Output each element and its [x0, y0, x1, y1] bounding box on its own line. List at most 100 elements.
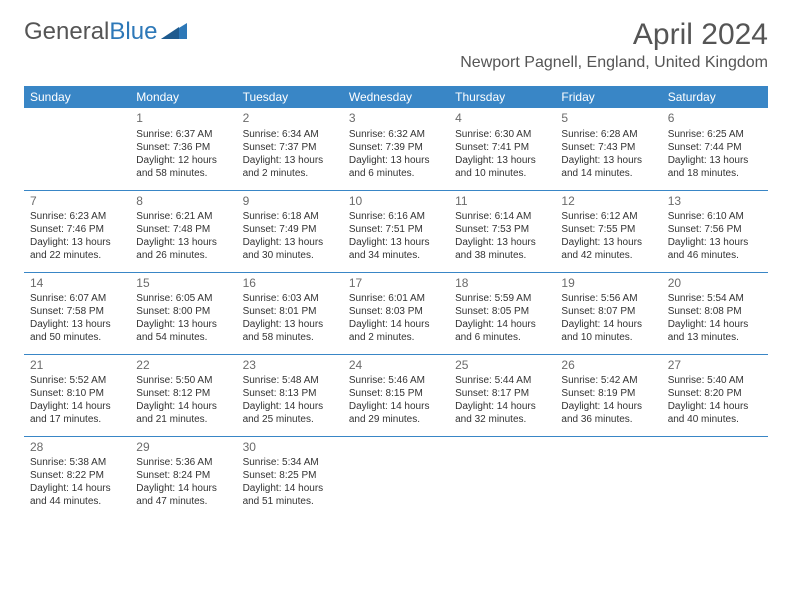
sunset-line: Sunset: 8:05 PM [455, 305, 549, 318]
daylight-line: Daylight: 13 hours and 50 minutes. [30, 318, 124, 344]
daylight-line: Daylight: 14 hours and 51 minutes. [243, 482, 337, 508]
daylight-line: Daylight: 14 hours and 25 minutes. [243, 400, 337, 426]
sunrise-line: Sunrise: 6:03 AM [243, 292, 337, 305]
calendar-cell: 8Sunrise: 6:21 AMSunset: 7:48 PMDaylight… [130, 190, 236, 272]
calendar-cell: 12Sunrise: 6:12 AMSunset: 7:55 PMDayligh… [555, 190, 661, 272]
daylight-line: Daylight: 14 hours and 10 minutes. [561, 318, 655, 344]
day-number: 19 [561, 276, 655, 292]
sunset-line: Sunset: 7:55 PM [561, 223, 655, 236]
day-number: 3 [349, 111, 443, 127]
calendar-cell [449, 436, 555, 518]
calendar-cell: 20Sunrise: 5:54 AMSunset: 8:08 PMDayligh… [662, 272, 768, 354]
calendar-cell: 24Sunrise: 5:46 AMSunset: 8:15 PMDayligh… [343, 354, 449, 436]
day-number: 17 [349, 276, 443, 292]
calendar-body: 1Sunrise: 6:37 AMSunset: 7:36 PMDaylight… [24, 108, 768, 518]
calendar-cell: 6Sunrise: 6:25 AMSunset: 7:44 PMDaylight… [662, 108, 768, 190]
sunrise-line: Sunrise: 6:34 AM [243, 128, 337, 141]
calendar-cell: 23Sunrise: 5:48 AMSunset: 8:13 PMDayligh… [237, 354, 343, 436]
sunset-line: Sunset: 7:46 PM [30, 223, 124, 236]
daylight-line: Daylight: 14 hours and 2 minutes. [349, 318, 443, 344]
sunset-line: Sunset: 8:19 PM [561, 387, 655, 400]
calendar-cell: 18Sunrise: 5:59 AMSunset: 8:05 PMDayligh… [449, 272, 555, 354]
daylight-line: Daylight: 13 hours and 6 minutes. [349, 154, 443, 180]
calendar-cell [555, 436, 661, 518]
calendar-cell: 27Sunrise: 5:40 AMSunset: 8:20 PMDayligh… [662, 354, 768, 436]
day-number: 25 [455, 358, 549, 374]
daylight-line: Daylight: 13 hours and 38 minutes. [455, 236, 549, 262]
month-year: April 2024 [460, 18, 768, 52]
brand-logo: GeneralBlue [24, 18, 187, 46]
sunrise-line: Sunrise: 6:28 AM [561, 128, 655, 141]
sunset-line: Sunset: 8:22 PM [30, 469, 124, 482]
sunset-line: Sunset: 8:01 PM [243, 305, 337, 318]
sunrise-line: Sunrise: 6:07 AM [30, 292, 124, 305]
sunrise-line: Sunrise: 6:23 AM [30, 210, 124, 223]
sunrise-line: Sunrise: 6:10 AM [668, 210, 762, 223]
daylight-line: Daylight: 13 hours and 2 minutes. [243, 154, 337, 180]
calendar-cell: 3Sunrise: 6:32 AMSunset: 7:39 PMDaylight… [343, 108, 449, 190]
sunrise-line: Sunrise: 5:40 AM [668, 374, 762, 387]
calendar-cell: 5Sunrise: 6:28 AMSunset: 7:43 PMDaylight… [555, 108, 661, 190]
location: Newport Pagnell, England, United Kingdom [460, 54, 768, 72]
weekday-header: Friday [555, 86, 661, 108]
calendar-cell: 13Sunrise: 6:10 AMSunset: 7:56 PMDayligh… [662, 190, 768, 272]
sunset-line: Sunset: 7:36 PM [136, 141, 230, 154]
sunrise-line: Sunrise: 5:34 AM [243, 456, 337, 469]
sunrise-line: Sunrise: 6:12 AM [561, 210, 655, 223]
sunset-line: Sunset: 7:49 PM [243, 223, 337, 236]
daylight-line: Daylight: 14 hours and 44 minutes. [30, 482, 124, 508]
calendar-cell: 21Sunrise: 5:52 AMSunset: 8:10 PMDayligh… [24, 354, 130, 436]
day-number: 9 [243, 194, 337, 210]
sunset-line: Sunset: 8:15 PM [349, 387, 443, 400]
sunrise-line: Sunrise: 5:56 AM [561, 292, 655, 305]
calendar-cell: 1Sunrise: 6:37 AMSunset: 7:36 PMDaylight… [130, 108, 236, 190]
calendar-cell: 30Sunrise: 5:34 AMSunset: 8:25 PMDayligh… [237, 436, 343, 518]
sunset-line: Sunset: 8:12 PM [136, 387, 230, 400]
day-number: 28 [30, 440, 124, 456]
daylight-line: Daylight: 13 hours and 22 minutes. [30, 236, 124, 262]
sunrise-line: Sunrise: 5:38 AM [30, 456, 124, 469]
sunset-line: Sunset: 7:56 PM [668, 223, 762, 236]
sunset-line: Sunset: 7:48 PM [136, 223, 230, 236]
daylight-line: Daylight: 14 hours and 32 minutes. [455, 400, 549, 426]
sunrise-line: Sunrise: 5:36 AM [136, 456, 230, 469]
calendar-cell: 11Sunrise: 6:14 AMSunset: 7:53 PMDayligh… [449, 190, 555, 272]
daylight-line: Daylight: 13 hours and 30 minutes. [243, 236, 337, 262]
sunrise-line: Sunrise: 6:37 AM [136, 128, 230, 141]
sunset-line: Sunset: 8:13 PM [243, 387, 337, 400]
day-number: 14 [30, 276, 124, 292]
day-number: 20 [668, 276, 762, 292]
sunrise-line: Sunrise: 5:50 AM [136, 374, 230, 387]
weekday-header: Sunday [24, 86, 130, 108]
day-number: 26 [561, 358, 655, 374]
day-number: 21 [30, 358, 124, 374]
day-number: 27 [668, 358, 762, 374]
day-number: 5 [561, 111, 655, 127]
weekday-header: Saturday [662, 86, 768, 108]
calendar-cell [24, 108, 130, 190]
calendar-cell: 7Sunrise: 6:23 AMSunset: 7:46 PMDaylight… [24, 190, 130, 272]
sunrise-line: Sunrise: 6:14 AM [455, 210, 549, 223]
sunrise-line: Sunrise: 6:16 AM [349, 210, 443, 223]
weekday-header: Monday [130, 86, 236, 108]
calendar-table: SundayMondayTuesdayWednesdayThursdayFrid… [24, 86, 768, 518]
calendar-cell: 22Sunrise: 5:50 AMSunset: 8:12 PMDayligh… [130, 354, 236, 436]
day-number: 2 [243, 111, 337, 127]
daylight-line: Daylight: 14 hours and 40 minutes. [668, 400, 762, 426]
sunset-line: Sunset: 7:37 PM [243, 141, 337, 154]
calendar-header-row: SundayMondayTuesdayWednesdayThursdayFrid… [24, 86, 768, 108]
sunset-line: Sunset: 7:39 PM [349, 141, 443, 154]
daylight-line: Daylight: 13 hours and 46 minutes. [668, 236, 762, 262]
sunrise-line: Sunrise: 6:18 AM [243, 210, 337, 223]
brand-text: GeneralBlue [24, 18, 157, 46]
daylight-line: Daylight: 14 hours and 36 minutes. [561, 400, 655, 426]
daylight-line: Daylight: 13 hours and 18 minutes. [668, 154, 762, 180]
sunset-line: Sunset: 7:41 PM [455, 141, 549, 154]
sunset-line: Sunset: 7:44 PM [668, 141, 762, 154]
calendar-cell: 15Sunrise: 6:05 AMSunset: 8:00 PMDayligh… [130, 272, 236, 354]
day-number: 11 [455, 194, 549, 210]
sunset-line: Sunset: 7:43 PM [561, 141, 655, 154]
daylight-line: Daylight: 14 hours and 29 minutes. [349, 400, 443, 426]
weekday-header: Tuesday [237, 86, 343, 108]
day-number: 6 [668, 111, 762, 127]
